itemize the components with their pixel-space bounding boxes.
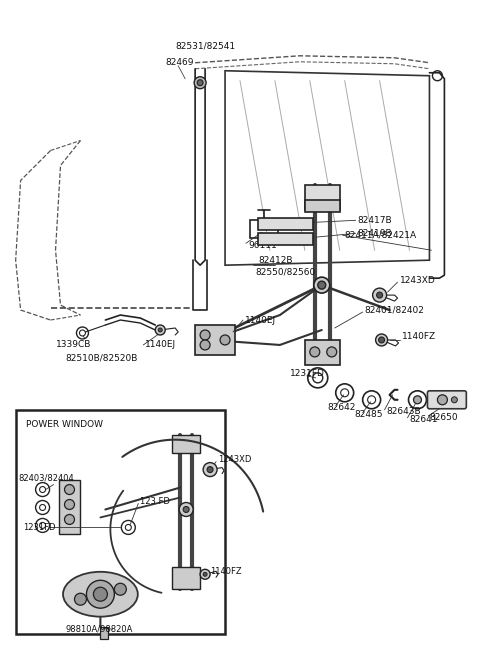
Circle shape: [451, 397, 457, 403]
Circle shape: [158, 328, 162, 332]
Bar: [100, 627, 108, 639]
Bar: [305, 200, 340, 212]
Circle shape: [86, 580, 114, 608]
Circle shape: [39, 522, 46, 528]
Circle shape: [64, 499, 74, 509]
Circle shape: [200, 330, 210, 340]
Text: 82401/82402: 82401/82402: [365, 306, 424, 315]
Circle shape: [203, 572, 207, 576]
Circle shape: [64, 514, 74, 524]
Text: 1243XD: 1243XD: [399, 276, 435, 284]
Circle shape: [310, 347, 320, 357]
Circle shape: [94, 587, 108, 601]
Circle shape: [437, 395, 447, 405]
Circle shape: [318, 281, 326, 289]
Text: 82510B/82520B: 82510B/82520B: [65, 353, 138, 363]
Circle shape: [377, 292, 383, 298]
Circle shape: [39, 487, 46, 493]
Circle shape: [327, 347, 336, 357]
Circle shape: [114, 583, 126, 595]
Circle shape: [200, 340, 210, 350]
Text: 82411A/82421A: 82411A/82421A: [345, 231, 417, 240]
Circle shape: [39, 505, 46, 510]
Circle shape: [413, 396, 421, 404]
Text: 1231FD: 1231FD: [23, 523, 55, 532]
Circle shape: [64, 485, 74, 495]
Circle shape: [74, 593, 86, 605]
Text: 1243XD: 1243XD: [218, 455, 252, 464]
Text: 1231FD: 1231FD: [290, 369, 325, 378]
Text: 1140EJ: 1140EJ: [145, 340, 176, 350]
Circle shape: [220, 335, 230, 345]
Circle shape: [179, 503, 193, 516]
Circle shape: [203, 463, 217, 476]
Circle shape: [183, 507, 189, 512]
Text: 1140FZ: 1140FZ: [210, 567, 242, 576]
Bar: [195, 325, 235, 355]
Circle shape: [155, 325, 165, 335]
Bar: [258, 218, 313, 231]
Text: 82643B: 82643B: [386, 407, 421, 417]
Text: 1140EJ: 1140EJ: [245, 315, 276, 325]
Ellipse shape: [63, 572, 138, 617]
Bar: [172, 567, 200, 589]
FancyBboxPatch shape: [428, 391, 467, 409]
Bar: [258, 233, 313, 245]
Bar: [16, 410, 225, 634]
Circle shape: [376, 334, 387, 346]
Bar: [305, 340, 340, 365]
Bar: [172, 435, 200, 453]
Circle shape: [372, 288, 386, 302]
Text: 1140FZ: 1140FZ: [402, 332, 436, 342]
Text: 82650: 82650: [430, 413, 458, 422]
Text: 82642: 82642: [328, 403, 356, 413]
Circle shape: [197, 79, 203, 85]
Circle shape: [194, 77, 206, 89]
Bar: [305, 185, 340, 210]
Text: 82485: 82485: [355, 410, 383, 419]
Text: 1339CB: 1339CB: [56, 340, 91, 350]
Circle shape: [200, 570, 210, 579]
Text: 82412B: 82412B: [258, 256, 292, 265]
Text: 82419B: 82419B: [358, 229, 392, 238]
Text: 96111: 96111: [248, 240, 277, 250]
Bar: [250, 220, 278, 238]
Text: 82417B: 82417B: [358, 215, 392, 225]
Circle shape: [207, 466, 213, 472]
Bar: [59, 480, 81, 534]
Circle shape: [314, 277, 330, 293]
Text: 82531/82541: 82531/82541: [175, 41, 235, 51]
Text: POWER WINDOW: POWER WINDOW: [25, 420, 103, 429]
Text: 98810A/98820A: 98810A/98820A: [65, 625, 133, 633]
Circle shape: [80, 330, 85, 336]
Text: 82550/82560: 82550/82560: [255, 267, 315, 277]
Text: 123 FD: 123 FD: [140, 497, 170, 506]
Text: 82403/82404: 82403/82404: [19, 473, 74, 482]
Circle shape: [379, 337, 384, 343]
Text: 82641: 82641: [409, 415, 438, 424]
Text: 82469: 82469: [165, 58, 194, 67]
